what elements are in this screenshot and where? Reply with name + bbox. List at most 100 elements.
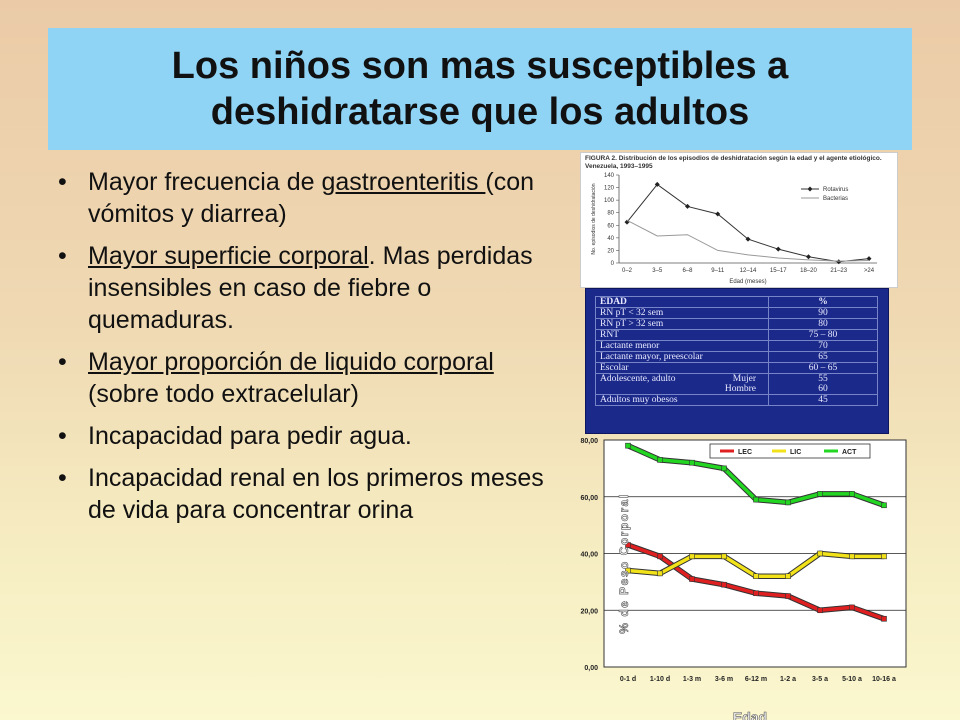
bullet-text: Incapacidad para pedir agua.	[88, 422, 412, 450]
y-tick-label: 60	[607, 223, 614, 229]
x-axis-label: Edad (meses)	[729, 279, 766, 285]
y-tick-label: 20	[607, 248, 614, 254]
table-cell-label: Adolescente, adulto	[600, 374, 676, 384]
data-point	[689, 576, 695, 582]
data-point	[721, 465, 727, 472]
data-point	[785, 499, 791, 506]
x-tick-label: 1-2 a	[780, 676, 796, 683]
table-cell: 55 60	[768, 373, 878, 395]
x-tick-label: 6–8	[682, 268, 693, 274]
table-cell-value: 60	[818, 384, 828, 394]
data-point	[753, 590, 759, 597]
data-point	[806, 254, 811, 260]
x-tick-label: 3–5	[652, 268, 663, 274]
data-point	[817, 607, 823, 614]
table-row: Adolescente, adulto Mujer Hombre 55 60	[595, 373, 878, 395]
table-cell: 75 – 80	[768, 329, 878, 341]
data-point	[866, 256, 872, 262]
data-point	[657, 570, 663, 577]
table-cell: Escolar	[595, 362, 769, 374]
data-point	[689, 459, 695, 466]
bullet-item: Mayor superficie corporal. Mas perdidas …	[56, 240, 546, 336]
table-cell: 45	[768, 394, 878, 406]
table-cell-label: Hombre	[724, 384, 756, 394]
table-cell: Adolescente, adulto Mujer Hombre	[595, 373, 769, 395]
data-point	[715, 211, 721, 217]
y-tick-label: 80,00	[580, 438, 598, 445]
table-row: Lactante menor 70	[595, 340, 878, 352]
table-row: Lactante mayor, preescolar 65	[595, 351, 878, 363]
data-point	[881, 502, 887, 509]
bullet-item: Mayor proporción de liquido corporal (so…	[56, 346, 546, 410]
title-line-1: Los niños son mas susceptibles a	[171, 45, 789, 87]
table-cell: 80	[768, 318, 878, 330]
data-point	[849, 553, 855, 560]
data-point	[817, 491, 823, 497]
x-tick-label: 1-3 m	[683, 676, 701, 683]
body-water-table: EDAD % RN pT < 32 sem 90 RN pT > 32 sem 80…	[595, 296, 878, 406]
table-cell-label: Mujer	[732, 374, 756, 384]
y-tick-label: 140	[604, 173, 615, 179]
x-tick-label: 18–20	[800, 268, 817, 274]
y-tick-label: 120	[604, 186, 615, 192]
figure-2-plot: 0 20 40 60 80 100 120 140 0–2 3–5 6–8 9–11 12–14 15–1…	[591, 173, 877, 285]
y-tick-label: 80	[607, 211, 614, 217]
y-tick-label: 40	[607, 236, 614, 242]
table-row: RNT 75 – 80	[595, 329, 878, 341]
underlined-term: gastroenteritis	[321, 168, 486, 196]
data-point	[657, 553, 663, 560]
x-tick-label: 6-12 m	[745, 676, 767, 683]
legend-label: Bacterias	[823, 196, 848, 202]
data-point	[721, 553, 727, 560]
legend-label: ACT	[842, 449, 857, 456]
legend-marker	[807, 186, 813, 192]
data-point	[753, 573, 759, 579]
legend-label: LIC	[790, 449, 801, 456]
x-tick-label: >24	[864, 268, 875, 274]
y-tick-label: 60,00	[580, 495, 598, 502]
y-axis-label: % de Peso Corporal	[617, 493, 631, 633]
bullet-item: Incapacidad renal en los primeros meses …	[56, 462, 546, 526]
legend-box	[709, 443, 871, 459]
bullet-text: Incapacidad renal en los primeros meses …	[88, 464, 544, 524]
data-point	[625, 567, 631, 574]
data-point	[625, 442, 631, 449]
series-line-bacterias	[626, 219, 870, 262]
legend-label: LEC	[738, 449, 752, 456]
x-tick-label: 0-1 d	[620, 676, 636, 683]
table-cell: 90	[768, 307, 878, 319]
x-tick-label: 21–23	[830, 268, 847, 274]
data-point	[689, 553, 695, 560]
data-point	[881, 553, 887, 560]
x-tick-label: 9–11	[711, 268, 725, 274]
bullet-list: Mayor frecuencia de gastroenteritis (con…	[56, 166, 546, 536]
table-cell: Adultos muy obesos	[595, 394, 769, 406]
data-point	[625, 542, 631, 548]
data-point	[721, 581, 727, 588]
bullet-item: Incapacidad para pedir agua.	[56, 420, 546, 452]
data-point	[624, 219, 630, 225]
data-point	[836, 259, 842, 265]
y-tick-label: 20,00	[580, 608, 598, 615]
table-cell: RNT	[595, 329, 769, 341]
x-tick-label: 3-5 a	[812, 676, 828, 683]
bullet-item: Mayor frecuencia de gastroenteritis (con…	[56, 166, 546, 230]
table-row: RN pT > 32 sem 80	[595, 318, 878, 330]
bullet-text: (con vómitos y diarrea)	[88, 168, 535, 228]
underlined-term: Mayor proporción de liquido corporal	[88, 348, 494, 376]
data-point	[745, 236, 751, 242]
table-cell: 65	[768, 351, 878, 363]
y-tick-label: 0,00	[584, 665, 598, 672]
underlined-term: Mayor superficie corporal	[88, 242, 369, 270]
x-tick-label: 5-10 a	[842, 676, 862, 683]
table-header-row: EDAD %	[595, 296, 878, 308]
x-tick-label: 15–17	[770, 268, 787, 274]
y-tick-label: 100	[604, 198, 615, 204]
x-tick-label: 1-10 d	[650, 676, 670, 683]
table-cell: 70	[768, 340, 878, 352]
bullet-text: (sobre todo extracelular)	[88, 380, 359, 408]
table-header-cell: EDAD	[595, 296, 769, 308]
data-point	[685, 203, 690, 209]
data-point	[753, 496, 759, 503]
table-row: Adultos muy obesos 45	[595, 394, 878, 406]
